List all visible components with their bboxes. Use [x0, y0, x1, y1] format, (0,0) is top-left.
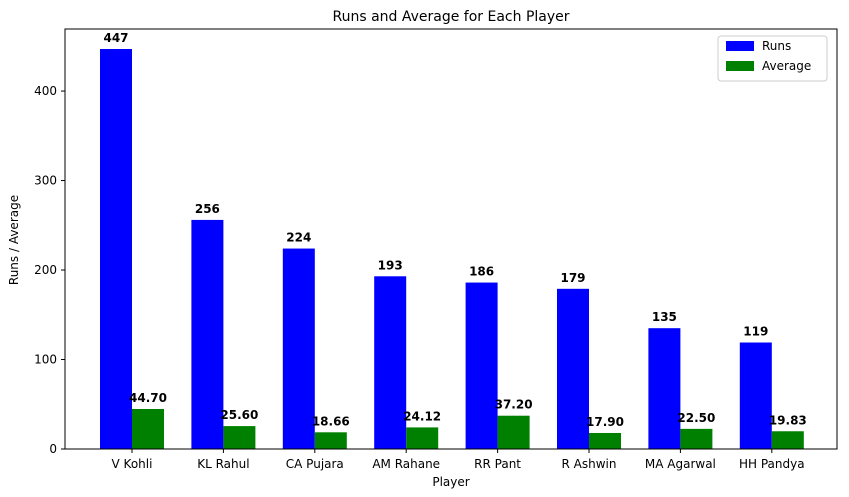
bar-runs-0	[100, 49, 132, 449]
data-label-runs-7: 119	[743, 325, 768, 339]
bar-runs-7	[739, 342, 772, 449]
axes-layer: V Kohli KL Rahul CA Pujara AM Rahane RR Pant…	[34, 28, 838, 471]
data-label-average-5: 17.90	[586, 415, 624, 429]
data-label-runs-5: 179	[560, 271, 585, 285]
data-label-average-0: 44.70	[129, 391, 167, 405]
data-label-runs-6: 135	[652, 310, 677, 324]
chart-title: Runs and Average for Each Player	[332, 9, 569, 25]
legend-swatch-runs	[726, 41, 754, 51]
bar-runs-1	[191, 219, 224, 449]
x-tick-label-0: V Kohli	[112, 457, 153, 471]
x-tick-label-1: KL Rahul	[197, 457, 249, 471]
data-label-average-7: 19.83	[769, 413, 807, 427]
y-tick-label-4: 400	[34, 84, 57, 98]
plot-frame	[64, 28, 838, 450]
legend-label-runs: Runs	[762, 39, 791, 53]
data-label-average-6: 22.50	[677, 411, 715, 425]
bar-average-1	[223, 426, 256, 449]
bar-runs-5	[557, 288, 589, 449]
bars-layer	[100, 49, 804, 449]
data-label-runs-3: 193	[378, 258, 403, 272]
data-label-average-4: 37.20	[495, 398, 533, 412]
y-tick-label-0: 0	[49, 442, 57, 456]
data-label-runs-1: 256	[195, 202, 220, 216]
x-tick-label-4: RR Pant	[474, 457, 521, 471]
data-label-runs-2: 224	[286, 231, 311, 245]
x-tick-label-5: R Ashwin	[562, 457, 617, 471]
data-label-runs-4: 186	[469, 265, 494, 279]
data-label-average-3: 24.12	[403, 409, 441, 423]
data-labels-layer: 447 44.70 256 25.60 224 18.66 193 24.12 186 37.20…	[103, 31, 806, 429]
bar-runs-4	[465, 282, 498, 449]
legend-label-average: Average	[762, 59, 811, 73]
data-label-runs-0: 447	[103, 31, 128, 45]
bar-average-5	[589, 432, 621, 449]
x-axis-label: Player	[432, 475, 469, 489]
x-tick-label-2: CA Pujara	[286, 457, 344, 471]
y-axis-label: Runs / Average	[7, 195, 21, 285]
bar-average-3	[406, 427, 439, 449]
bar-runs-6	[648, 328, 681, 449]
x-tick-label-7: HH Pandya	[739, 457, 805, 471]
legend: Runs Average	[717, 35, 828, 82]
legend-swatch-average	[726, 61, 754, 71]
bar-runs-3	[374, 276, 407, 449]
data-label-average-2: 18.66	[312, 414, 350, 428]
bar-average-7	[771, 431, 804, 449]
bar-average-2	[314, 432, 347, 449]
y-tick-label-1: 100	[34, 353, 57, 367]
y-tick-label-2: 200	[34, 263, 57, 277]
data-label-average-1: 25.60	[220, 408, 258, 422]
x-tick-label-6: MA Agarwal	[645, 457, 716, 471]
y-tick-label-3: 300	[34, 174, 57, 188]
bar-average-4	[497, 415, 530, 449]
x-tick-label-3: AM Rahane	[372, 457, 440, 471]
bar-average-6	[680, 428, 713, 449]
bar-runs-2	[282, 248, 315, 449]
bar-average-0	[132, 409, 164, 449]
